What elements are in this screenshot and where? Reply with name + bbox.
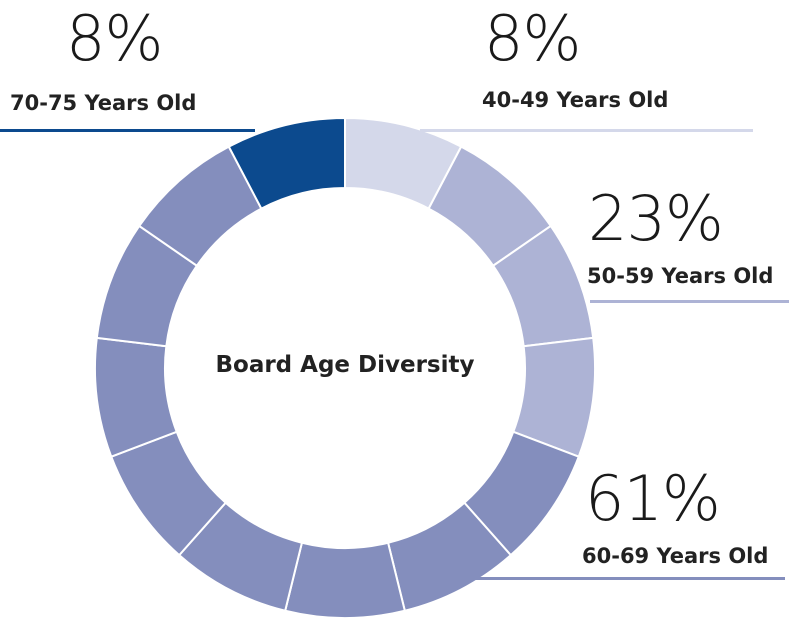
leader-line-40-49 bbox=[420, 129, 753, 132]
leader-line-50-59 bbox=[590, 300, 789, 303]
pct-40-49: 8% bbox=[484, 2, 581, 75]
leader-line-60-69 bbox=[475, 577, 785, 580]
label-60-69: 60-69 Years Old bbox=[582, 544, 769, 568]
chart-title: Board Age Diversity bbox=[215, 352, 475, 378]
pct-70-75: 8% bbox=[66, 2, 163, 75]
label-70-75: 70-75 Years Old bbox=[10, 91, 197, 115]
donut-segment-70-75 bbox=[227, 116, 346, 210]
label-40-49: 40-49 Years Old bbox=[482, 88, 669, 112]
pct-50-59: 23% bbox=[588, 182, 724, 255]
leader-line-70-75 bbox=[0, 129, 255, 132]
label-50-59: 50-59 Years Old bbox=[587, 264, 774, 288]
pct-60-69: 61% bbox=[585, 462, 721, 535]
donut-segment-60-69 bbox=[283, 541, 407, 619]
